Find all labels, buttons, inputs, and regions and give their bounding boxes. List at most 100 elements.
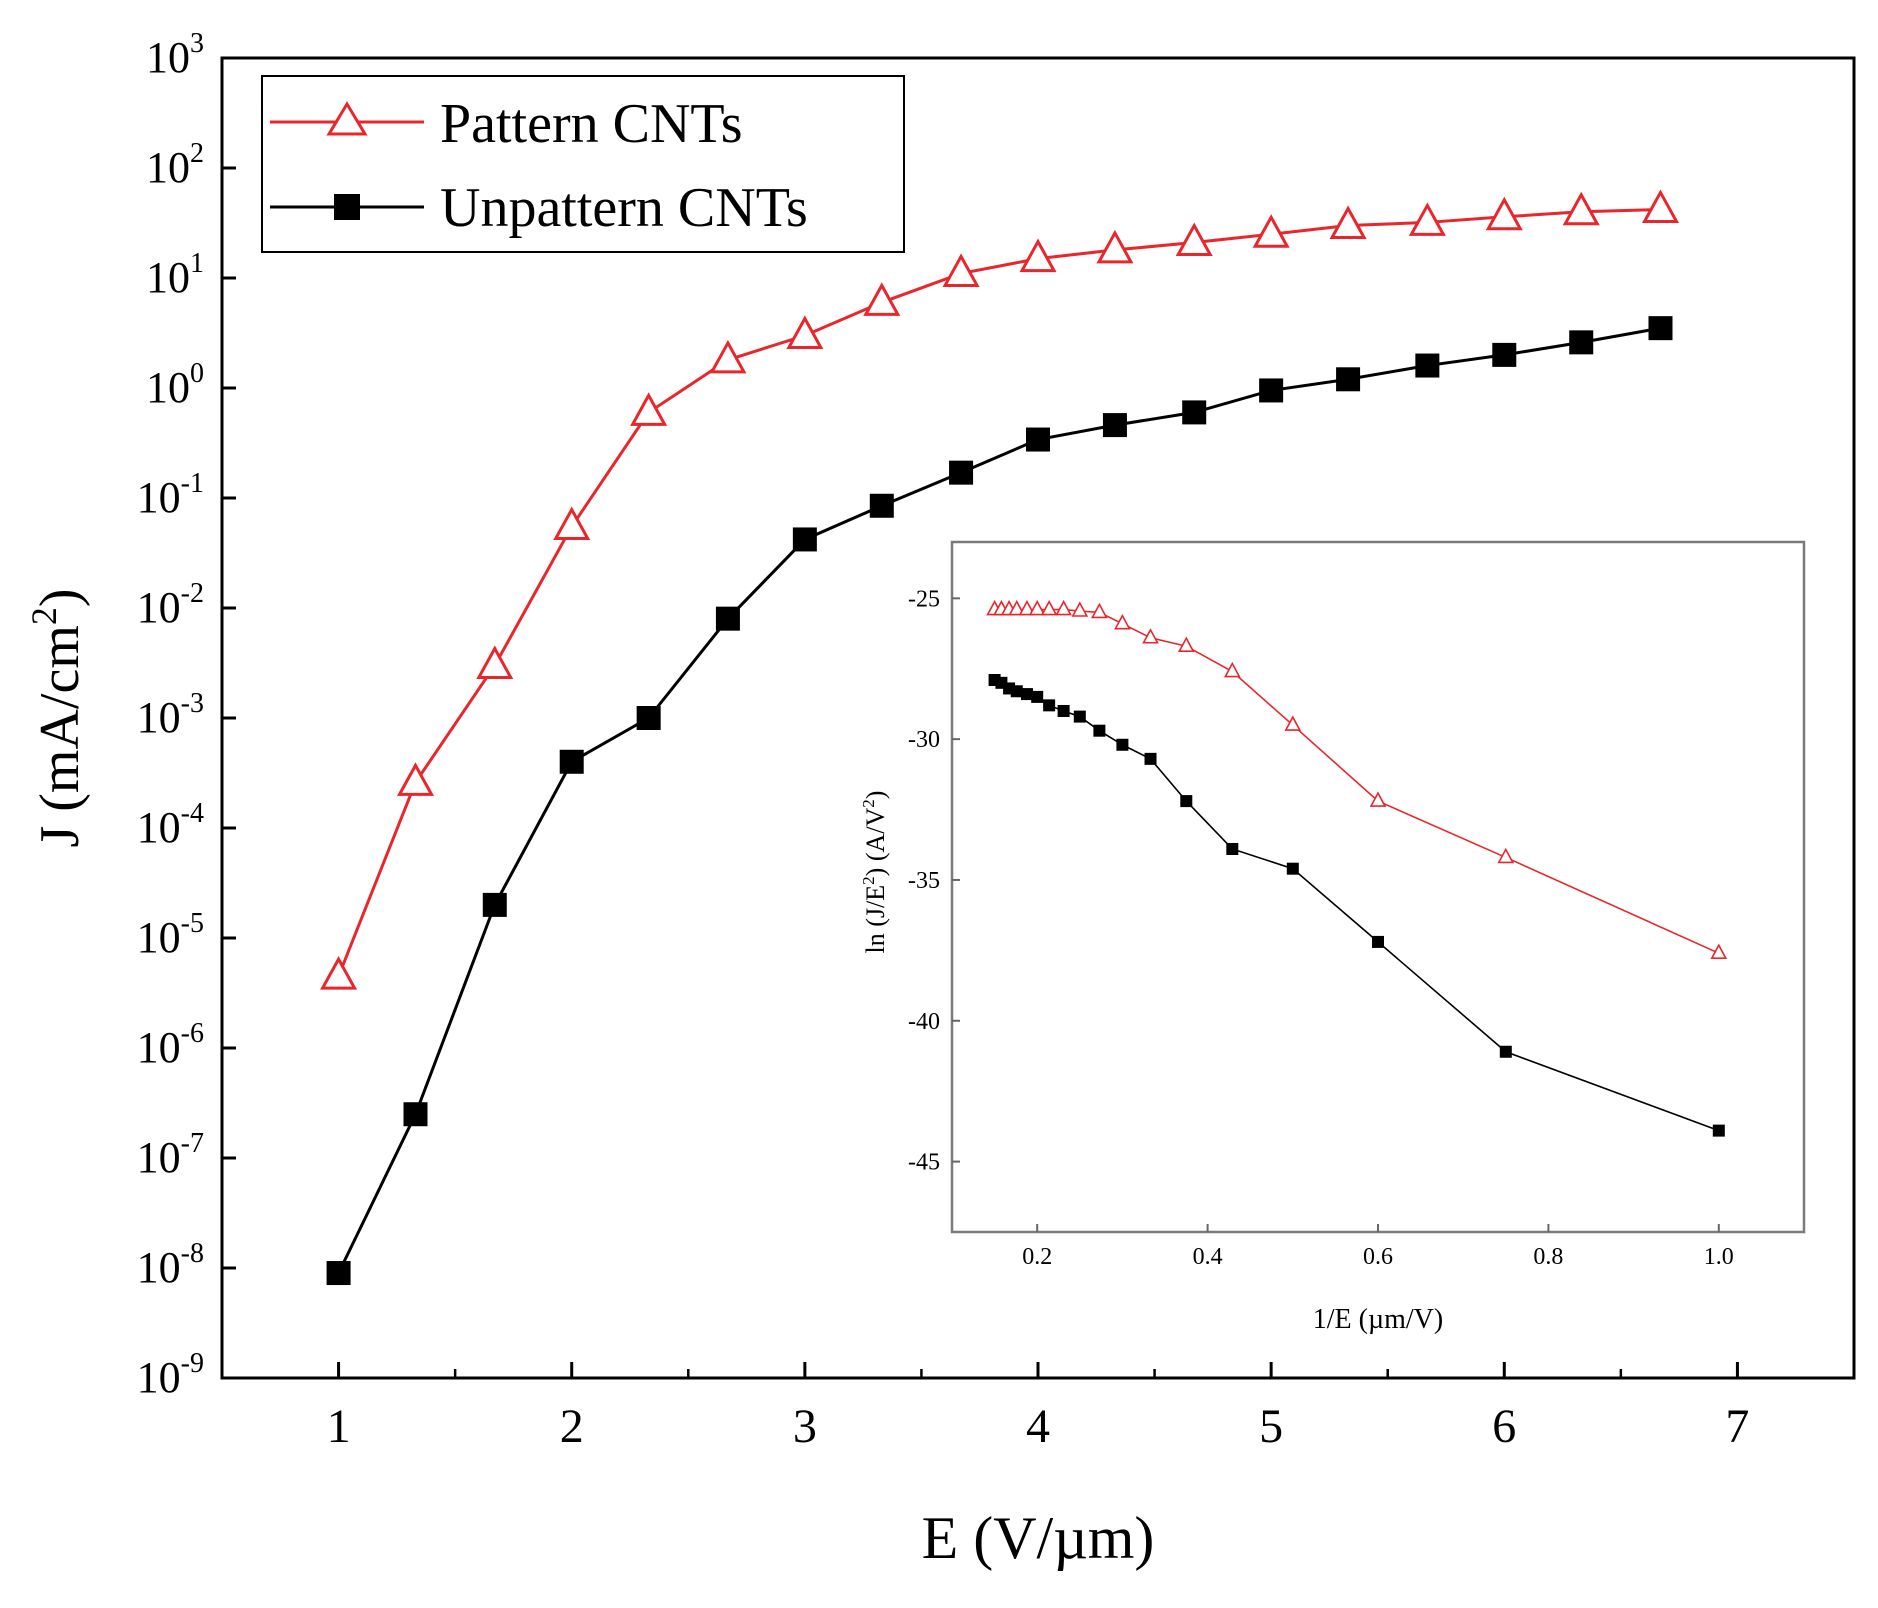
legend-label-pattern: Pattern CNTs [440, 93, 743, 155]
main-x-tick-label-5: 5 [1259, 1400, 1283, 1453]
inset-point-black-squares [1712, 1124, 1725, 1137]
inset-y-tick-label--45: -45 [908, 1150, 940, 1176]
main-y-tick-label--8: 10-8 [137, 1238, 204, 1292]
main-series-line-pattern-cnts [337, 207, 1661, 977]
inset-x-axis-label: 1/E (µm/V) [1313, 1304, 1443, 1335]
main-point-unpattern-cnts [1026, 427, 1050, 452]
main-point-unpattern-cnts [326, 1261, 351, 1286]
main-series-line-unpattern-cnts [337, 326, 1661, 1274]
main-point-unpattern-cnts [1259, 378, 1284, 403]
legend-marker-unpattern [334, 194, 360, 220]
main-y-tick-label-2: 102 [146, 138, 204, 192]
main-y-tick-label-0: 100 [146, 358, 204, 412]
inset-y-tick-label--40: -40 [908, 1009, 940, 1035]
inset-point-black-squares [1286, 862, 1299, 875]
inset-y-tick-label--25: -25 [908, 586, 940, 612]
main-x-axis-label: E (V/µm) [922, 1505, 1155, 1571]
inset-x-tick-label-0.6: 0.6 [1363, 1244, 1393, 1270]
inset-y-axis-label-mid: ) (A/V [861, 808, 890, 877]
inset-point-black-squares [1226, 842, 1239, 855]
inset-point-red-triangles [1177, 636, 1195, 653]
main-point-pattern-cnts [1408, 202, 1446, 236]
inset-point-red-triangles [1091, 602, 1108, 619]
main-y-tick-label--3: 10-3 [137, 688, 204, 742]
main-point-unpattern-cnts [792, 527, 817, 552]
inset-point-red-triangles [1284, 715, 1302, 731]
main-y-axis: 103 102 101 100 10-1 10-2 10-3 10-4 10-5 10-6 10-7… [137, 28, 236, 1402]
inset-x-tick-label-1.0: 1.0 [1704, 1244, 1734, 1270]
inset-x-axis: 0.2 0.4 0.6 0.8 1.0 [1022, 1224, 1734, 1270]
main-point-pattern-cnts [1485, 196, 1523, 231]
main-y-tick-label--7: 10-7 [137, 1128, 204, 1182]
main-y-axis-label: J (mA/cm2) [24, 588, 91, 847]
inset-y-axis-label-tail: ) [861, 791, 890, 800]
inset-x-tick-label-0.2: 0.2 [1022, 1244, 1052, 1270]
main-point-unpattern-cnts [403, 1102, 428, 1127]
inset-y-tick-label--30: -30 [908, 727, 940, 753]
inset-plot-frame [950, 540, 1806, 1234]
inset-point-red-triangles [1040, 599, 1058, 616]
main-y-tick-label--5: 10-5 [137, 908, 204, 962]
inset-x-tick-label-0.4: 0.4 [1193, 1244, 1223, 1270]
main-point-pattern-cnts [1562, 191, 1600, 226]
inset-point-red-triangles [1223, 661, 1241, 678]
inset-point-red-triangles [1018, 599, 1036, 616]
main-point-unpattern-cnts [1415, 353, 1440, 378]
inset-y-tick-label--35: -35 [908, 868, 940, 894]
inset-y-axis-label-sup2: 2 [859, 799, 878, 808]
main-point-unpattern-cnts [1102, 413, 1127, 438]
main-point-unpattern-cnts [482, 892, 507, 917]
main-point-pattern-cnts [1096, 229, 1134, 264]
inset-point-red-triangles [1071, 601, 1089, 617]
main-point-pattern-cnts [786, 315, 824, 350]
inset-point-black-squares [1043, 699, 1056, 712]
main-point-pattern-cnts [476, 645, 514, 680]
main-point-unpattern-cnts [1182, 400, 1207, 425]
inset-point-black-squares [1093, 724, 1106, 737]
main-point-unpattern-cnts [1336, 367, 1361, 392]
inset-point-black-squares [1010, 685, 1023, 698]
legend: Pattern CNTs Unpattern CNTs [261, 75, 905, 253]
main-y-axis-label-tail: ) [29, 588, 91, 607]
inset-point-black-squares [1116, 738, 1129, 751]
main-point-pattern-cnts [863, 282, 901, 316]
inset-point-black-squares [1031, 690, 1044, 703]
main-x-tick-label-7: 7 [1725, 1400, 1749, 1453]
inset-point-red-triangles [1369, 791, 1387, 807]
main-x-tick-label-4: 4 [1026, 1400, 1050, 1453]
legend-box [261, 75, 905, 253]
main-x-tick-label-3: 3 [793, 1400, 817, 1453]
inset-series-layer [986, 599, 1728, 1137]
main-y-tick-label--9: 10-9 [137, 1348, 204, 1402]
main-y-tick-label--6: 10-6 [137, 1018, 204, 1072]
main-y-axis-label-sup: 2 [24, 607, 64, 625]
main-point-pattern-cnts [942, 253, 980, 287]
main-y-axis-label-base: J (mA/cm [29, 625, 91, 847]
inset-y-axis: -25 -30 -35 -40 -45 [908, 586, 960, 1176]
main-point-pattern-cnts [1175, 222, 1213, 257]
main-point-unpattern-cnts [949, 460, 974, 485]
inset-point-black-squares [1144, 752, 1157, 765]
main-point-pattern-cnts [1329, 205, 1367, 240]
inset-point-black-squares [1020, 688, 1033, 701]
inset-y-axis-label-base: ln (J/E [861, 885, 890, 954]
inset-point-black-squares [1057, 704, 1070, 717]
inset-y-axis-label-sup: 2 [859, 876, 878, 885]
main-point-pattern-cnts [1019, 238, 1057, 273]
main-point-unpattern-cnts [1569, 330, 1594, 355]
main-y-tick-label-3: 103 [146, 28, 204, 82]
main-y-tick-label--2: 10-2 [137, 578, 204, 632]
inset-point-black-squares [1073, 710, 1086, 723]
main-point-pattern-cnts [320, 956, 358, 990]
main-point-unpattern-cnts [869, 493, 894, 518]
inset-point-red-triangles [1055, 599, 1072, 616]
main-y-tick-label--1: 10-1 [137, 468, 204, 522]
main-y-tick-label-1: 101 [146, 248, 204, 302]
main-point-unpattern-cnts [636, 706, 661, 730]
inset-point-red-triangles [1114, 613, 1131, 630]
inset-point-black-squares [1180, 795, 1193, 808]
main-point-unpattern-cnts [559, 749, 584, 774]
main-point-pattern-cnts [396, 762, 435, 796]
inset-point-red-triangles [1142, 628, 1159, 644]
